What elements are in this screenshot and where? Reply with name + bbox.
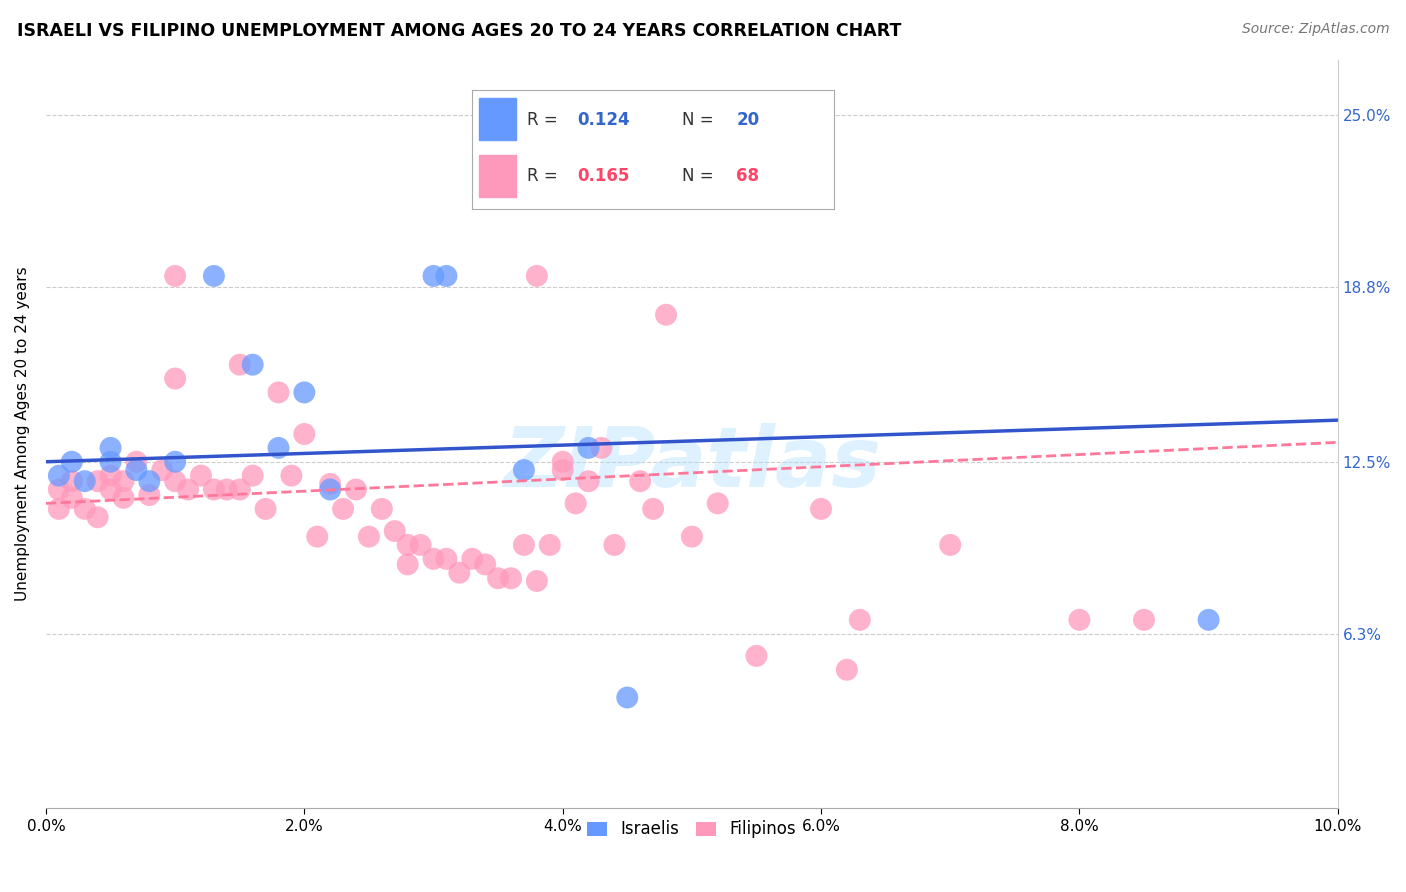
Text: Source: ZipAtlas.com: Source: ZipAtlas.com [1241, 22, 1389, 37]
Point [499, 571, 522, 585]
Point [591, 441, 613, 455]
Point [48, 468, 70, 483]
Point [849, 613, 872, 627]
Point [436, 268, 458, 283]
Point [551, 463, 574, 477]
Point [551, 455, 574, 469]
Point [254, 502, 277, 516]
Point [1133, 613, 1156, 627]
Point [100, 441, 122, 455]
Point [486, 163, 509, 178]
Point [165, 371, 187, 385]
Point [655, 308, 678, 322]
Point [229, 483, 252, 497]
Point [100, 483, 122, 497]
Point [319, 477, 342, 491]
Point [371, 502, 394, 516]
Point [125, 455, 148, 469]
Point [461, 551, 484, 566]
Point [643, 502, 665, 516]
Point [48, 483, 70, 497]
Point [603, 538, 626, 552]
Point [307, 530, 329, 544]
Point [332, 502, 354, 516]
Point [396, 558, 419, 572]
Point [810, 502, 832, 516]
Point [1198, 613, 1220, 627]
Y-axis label: Unemployment Among Ages 20 to 24 years: Unemployment Among Ages 20 to 24 years [15, 267, 30, 601]
Point [1069, 613, 1091, 627]
Point [396, 538, 419, 552]
Point [526, 574, 548, 588]
Point [449, 566, 471, 580]
Point [409, 538, 432, 552]
Point [242, 468, 264, 483]
Point [100, 455, 122, 469]
Point [165, 455, 187, 469]
Point [835, 663, 858, 677]
Point [229, 358, 252, 372]
Point [73, 502, 96, 516]
Point [745, 648, 768, 663]
Point [267, 385, 290, 400]
Point [150, 463, 173, 477]
Point [112, 491, 135, 505]
Point [60, 474, 83, 488]
Point [202, 268, 225, 283]
Point [384, 524, 406, 538]
Point [513, 463, 536, 477]
Point [165, 268, 187, 283]
Point [422, 268, 444, 283]
Point [693, 191, 716, 205]
Point [138, 474, 160, 488]
Point [526, 268, 548, 283]
Point [215, 483, 238, 497]
Point [616, 690, 638, 705]
Point [242, 358, 264, 372]
Point [60, 491, 83, 505]
Point [357, 530, 380, 544]
Point [422, 551, 444, 566]
Point [578, 474, 600, 488]
Point [165, 474, 187, 488]
Point [280, 468, 302, 483]
Point [939, 538, 962, 552]
Text: ZIPatlas: ZIPatlas [503, 424, 880, 505]
Point [86, 510, 108, 524]
Point [474, 558, 496, 572]
Point [538, 538, 561, 552]
Point [48, 502, 70, 516]
Point [100, 468, 122, 483]
Point [190, 468, 212, 483]
Text: ISRAELI VS FILIPINO UNEMPLOYMENT AMONG AGES 20 TO 24 YEARS CORRELATION CHART: ISRAELI VS FILIPINO UNEMPLOYMENT AMONG A… [17, 22, 901, 40]
Point [86, 474, 108, 488]
Legend: Israelis, Filipinos: Israelis, Filipinos [581, 814, 803, 845]
Point [292, 385, 315, 400]
Point [578, 441, 600, 455]
Point [138, 488, 160, 502]
Point [486, 571, 509, 585]
Point [681, 530, 703, 544]
Point [73, 474, 96, 488]
Point [125, 463, 148, 477]
Point [112, 474, 135, 488]
Point [513, 538, 536, 552]
Point [292, 427, 315, 442]
Point [344, 483, 367, 497]
Point [564, 496, 586, 510]
Point [319, 483, 342, 497]
Point [60, 455, 83, 469]
Point [706, 496, 728, 510]
Point [628, 474, 651, 488]
Point [177, 483, 200, 497]
Point [267, 441, 290, 455]
Point [202, 483, 225, 497]
Point [436, 551, 458, 566]
